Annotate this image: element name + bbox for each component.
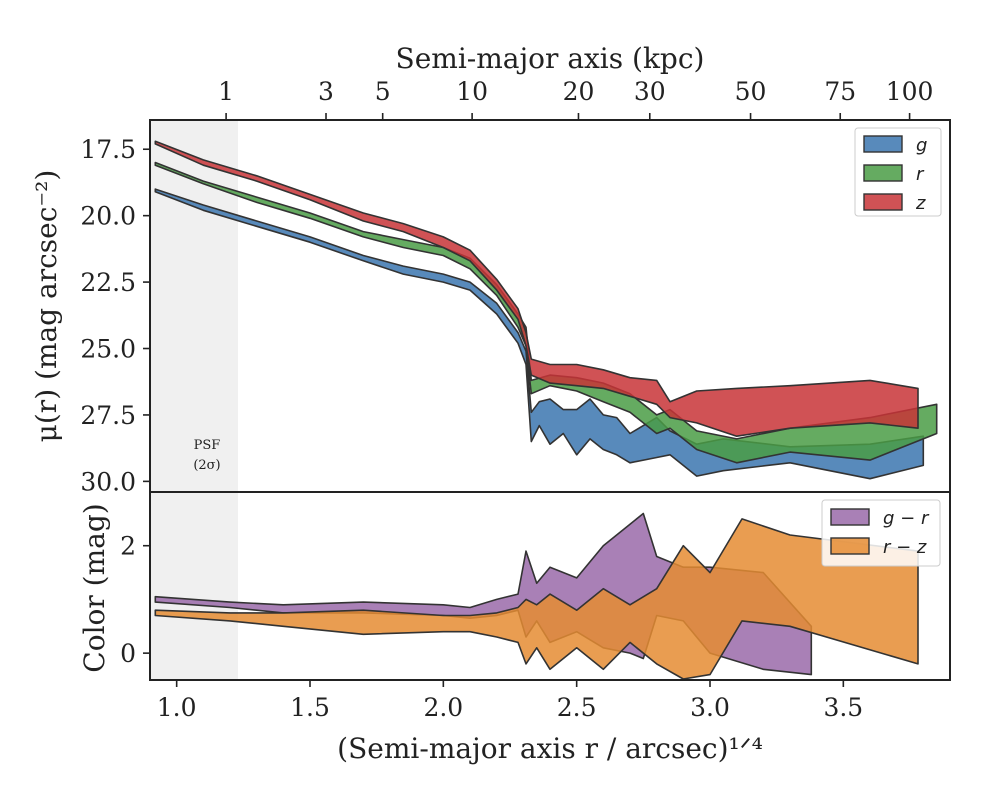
top-tick-label: 10 bbox=[456, 77, 488, 106]
legend-lower: g − r r − z bbox=[821, 499, 941, 567]
psf-region-lower bbox=[150, 492, 238, 680]
legend-swatch-z bbox=[863, 193, 903, 211]
legend-swatch-gr bbox=[830, 508, 870, 526]
upper-y-tick-label: 17.5 bbox=[80, 135, 136, 164]
lower-y-axis-label: Color (mag) bbox=[78, 503, 111, 672]
upper-y-tick-label: 20.0 bbox=[80, 202, 136, 231]
color-bands bbox=[154, 512, 919, 680]
legend-label-rz: r − z bbox=[883, 537, 927, 558]
top-tick-label: 50 bbox=[735, 77, 767, 106]
top-tick-label: 30 bbox=[634, 77, 666, 106]
x-tick-label: 1.5 bbox=[290, 693, 330, 722]
surface-brightness-bands bbox=[154, 140, 938, 480]
x-axis-label: (Semi-major axis r / arcsec)¹ᐟ⁴ bbox=[337, 732, 763, 765]
top-axis-label: Semi-major axis (kpc) bbox=[396, 42, 705, 75]
upper-y-tick-label: 25.0 bbox=[80, 335, 136, 364]
x-tick-label: 3.0 bbox=[690, 693, 730, 722]
legend-swatch-rz bbox=[830, 537, 870, 555]
band-rz bbox=[154, 518, 919, 680]
psf-label-line1: PSF bbox=[194, 438, 221, 453]
lower-panel-frame bbox=[149, 491, 951, 681]
top-tick-label: 1 bbox=[218, 77, 234, 106]
psf-region-upper bbox=[150, 120, 238, 492]
lower-y-tick-label: 0 bbox=[120, 639, 136, 668]
x-tick-label: 1.0 bbox=[157, 693, 197, 722]
legend-label-gr: g − r bbox=[883, 508, 930, 529]
legend-label-r: r bbox=[916, 164, 925, 185]
top-tick-label: 3 bbox=[318, 77, 334, 106]
legend-label-g: g bbox=[916, 135, 927, 156]
top-tick-label: 20 bbox=[563, 77, 595, 106]
x-tick-label: 2.0 bbox=[423, 693, 463, 722]
top-tick-label: 5 bbox=[375, 77, 391, 106]
axes: 1.0 1.5 2.0 2.5 3.0 3.517.520.022.525.027.530… bbox=[80, 77, 933, 722]
upper-y-tick-label: 30.0 bbox=[80, 467, 136, 496]
x-tick-label: 2.5 bbox=[557, 693, 597, 722]
top-tick-label: 75 bbox=[824, 77, 856, 106]
upper-y-axis-label: μ(r) (mag arcsec⁻²) bbox=[30, 170, 63, 443]
upper-y-tick-label: 27.5 bbox=[80, 401, 136, 430]
legend-label-z: z bbox=[915, 193, 926, 214]
top-tick-label: 100 bbox=[886, 77, 934, 106]
lower-y-tick-label: 2 bbox=[120, 532, 136, 561]
legend-swatch-g bbox=[863, 135, 903, 153]
band-z bbox=[154, 140, 919, 438]
upper-y-tick-label: 22.5 bbox=[80, 268, 136, 297]
legend-swatch-r bbox=[863, 164, 903, 182]
x-tick-label: 3.5 bbox=[823, 693, 863, 722]
psf-label-line2: (2σ) bbox=[193, 458, 220, 473]
legend-upper: grz bbox=[854, 127, 942, 217]
